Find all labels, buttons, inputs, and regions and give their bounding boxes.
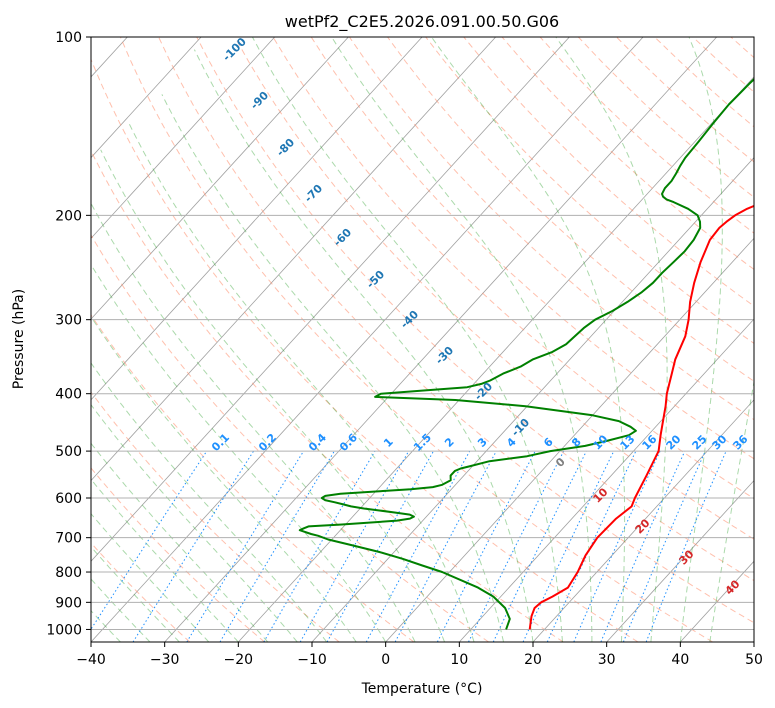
moist-adiabat-line [91, 513, 210, 642]
moist-adiabat-line [91, 263, 387, 642]
dry-adiabat-line [91, 234, 489, 642]
dry-adiabat-line [234, 37, 754, 540]
dry-adiabat-line [158, 37, 754, 624]
isotherm-line [91, 37, 275, 239]
x-axis-label: Temperature (°C) [361, 681, 483, 697]
mixing-ratio-line [91, 450, 208, 631]
y-tick-label: 900 [55, 595, 82, 611]
chart-title: wetPf2_C2E5.2026.091.00.50.G06 [285, 12, 559, 32]
isotherm-line [91, 37, 570, 562]
dry-adiabat-line [387, 37, 754, 382]
moist-adiabat-line [679, 37, 723, 642]
mixing-ratio-line [468, 450, 565, 642]
moist-adiabat-line [91, 202, 416, 642]
pressure-gridlines [91, 37, 754, 630]
isotherm-line [385, 237, 754, 642]
x-tick-label: 40 [671, 652, 689, 668]
x-tick-label: 50 [745, 652, 763, 668]
x-tick-label: −20 [224, 652, 254, 668]
x-tick-label: 10 [450, 652, 468, 668]
moist-adiabat-line [709, 379, 754, 642]
x-tick-label: −40 [76, 652, 106, 668]
isotherm-line [91, 37, 423, 401]
isotherm-line [459, 318, 754, 642]
y-axis-label: Pressure (hPa) [11, 289, 27, 389]
dry-adiabat-line [91, 542, 191, 642]
mixing-ratio-line [394, 450, 497, 642]
dry-adiabat-line [91, 467, 265, 642]
isotherm-line [532, 399, 754, 642]
dry-adiabat-line [91, 58, 639, 642]
moist-adiabat-line [91, 578, 151, 642]
x-tick-label: −10 [297, 652, 327, 668]
x-tick-label: 0 [381, 652, 390, 668]
mixing-ratio-line [365, 450, 471, 642]
y-tick-label: 700 [55, 531, 82, 547]
isotherm-line [606, 479, 754, 642]
moist-adiabat-line [91, 478, 239, 642]
mixing-ratio-line [186, 450, 305, 642]
y-tick-label: 800 [55, 565, 82, 581]
y-tick-label: 300 [55, 313, 82, 329]
moist-adiabat-line [555, 37, 668, 642]
mixing-ratio-line [600, 450, 686, 642]
y-tick-label: 100 [55, 30, 82, 46]
x-axis: −40 −30 −20 −10 0 10 20 30 40 50 [76, 642, 763, 668]
y-tick-label: 600 [55, 491, 82, 507]
sounding-line [528, 204, 754, 630]
isotherm-line [91, 37, 644, 642]
isotherm-line [91, 37, 349, 320]
isotherm-line [91, 37, 496, 482]
y-tick-label: 200 [55, 208, 82, 224]
x-tick-label: −30 [150, 652, 180, 668]
mixing-ratio-line [132, 450, 255, 642]
mixing-ratio-line [622, 450, 706, 642]
mixing-ratio-line [645, 450, 727, 642]
dry-adiabat-line [348, 37, 754, 421]
isotherm-line [164, 37, 717, 642]
moist-adiabat-line [193, 49, 534, 642]
dry-adiabat-line [272, 37, 754, 500]
dry-adiabat-line [196, 37, 754, 582]
isotherm-line [238, 76, 754, 642]
y-tick-label: 500 [55, 444, 82, 460]
mixing-ratio-line [326, 450, 434, 642]
y-axis: 1000 900 800 700 600 500 400 300 200 100 [46, 30, 91, 638]
moist-adiabat-line [91, 546, 180, 642]
moist-adiabat-line [161, 94, 504, 642]
dry-adiabat-line [119, 37, 713, 642]
moist-adiabat-line [91, 609, 121, 642]
moist-adiabat-line [91, 315, 357, 642]
isotherm-line [91, 37, 202, 159]
x-tick-label: 20 [524, 652, 542, 668]
x-tick-label: 30 [598, 652, 616, 668]
y-tick-label: 1000 [46, 622, 82, 638]
data-lines [298, 77, 754, 630]
plot-frame [90, 36, 755, 643]
mixing-ratio-line [573, 450, 661, 642]
moist-adiabat-line [251, 37, 563, 642]
sounding-line [298, 77, 754, 630]
y-tick-label: 400 [55, 387, 82, 403]
moist-adiabat-line [331, 37, 593, 642]
moist-adiabat-line [128, 123, 475, 642]
dry-adiabat-line [91, 149, 564, 642]
dry-adiabat-line [310, 37, 754, 460]
moist-adiabat-line [431, 37, 626, 642]
